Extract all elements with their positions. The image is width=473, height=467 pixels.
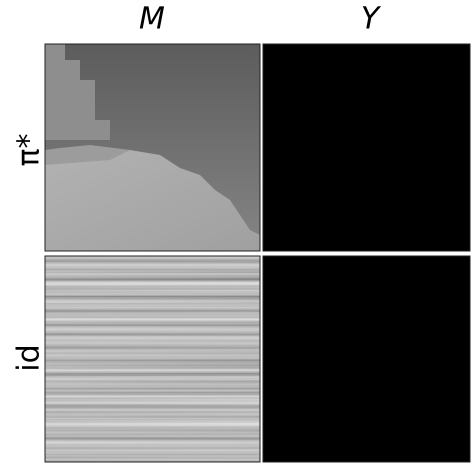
row-label: π* (12, 133, 47, 166)
row-label: id (12, 344, 47, 371)
column-label: Y (361, 2, 382, 37)
panel-pi-m (44, 43, 261, 252)
panel-pi-y (262, 43, 471, 252)
column-label: M (139, 2, 165, 37)
panel-id-y (262, 255, 471, 463)
panel-id-m (44, 255, 261, 463)
